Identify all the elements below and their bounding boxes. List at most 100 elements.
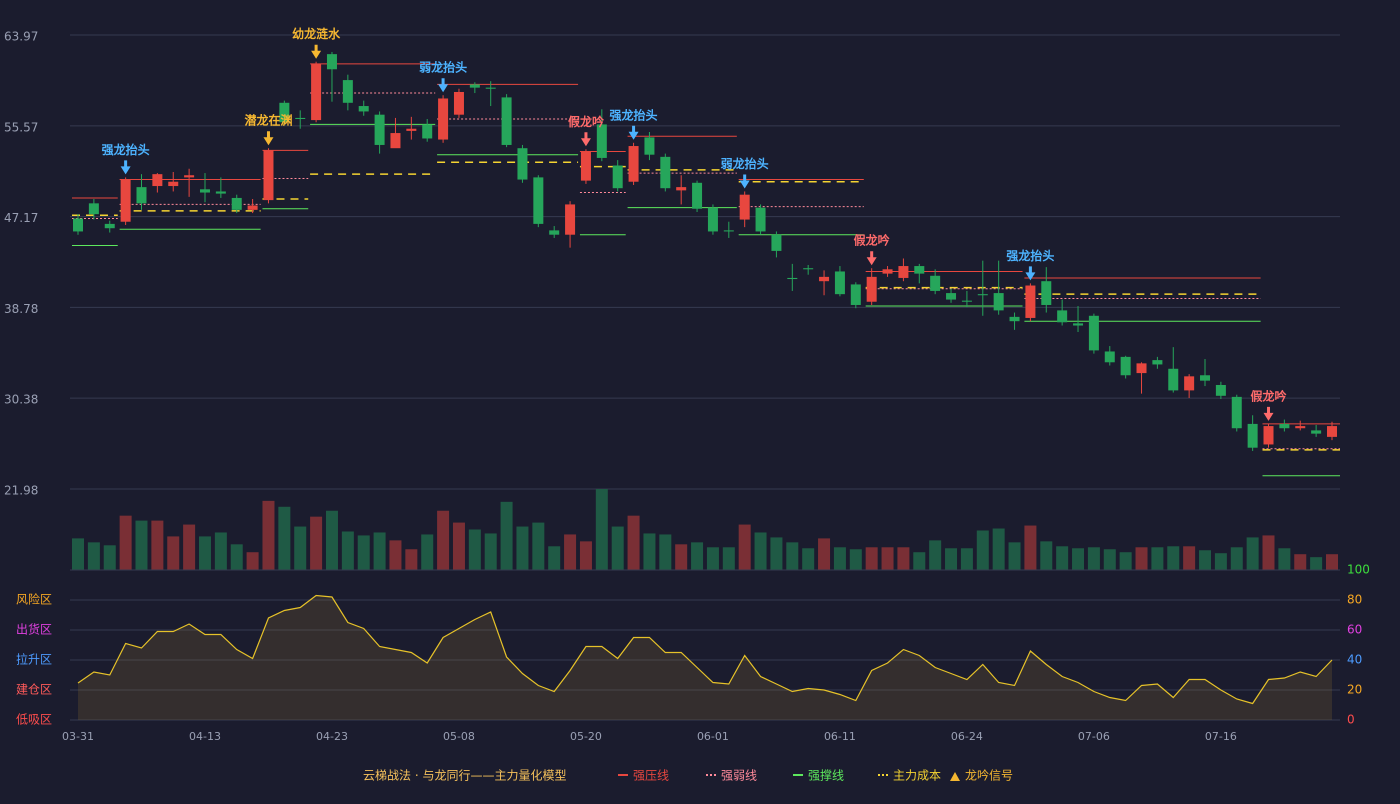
- candle-body: [501, 97, 512, 145]
- candle-body: [1041, 281, 1052, 305]
- volume-bar: [325, 510, 338, 570]
- candle-body: [1215, 384, 1226, 396]
- candle-body: [469, 84, 480, 88]
- volume-bar: [119, 515, 132, 570]
- candle-body: [1184, 376, 1195, 391]
- candle-body: [1263, 426, 1274, 445]
- legend-label: 主力成本: [893, 769, 941, 783]
- volume-bar: [72, 538, 84, 570]
- candle-body: [342, 80, 353, 103]
- candle-body: [580, 151, 591, 181]
- volume-bar: [294, 526, 307, 570]
- volume-bar: [929, 540, 942, 570]
- candle-body: [263, 150, 274, 201]
- candle-body: [993, 293, 1004, 311]
- candle-body: [755, 207, 766, 232]
- volume-bar: [151, 520, 164, 570]
- candle-body: [660, 156, 671, 189]
- x-tick-label: 06-11: [824, 730, 856, 743]
- x-tick-label: 05-08: [443, 730, 475, 743]
- zone-label: 出货区: [16, 622, 52, 637]
- volume-bar: [722, 547, 735, 570]
- x-tick-label: 06-24: [951, 730, 983, 743]
- volume-bar: [373, 532, 386, 570]
- volume-bar: [802, 548, 815, 570]
- volume-bar: [865, 547, 878, 570]
- candle-body: [390, 133, 401, 149]
- candle-body: [1295, 426, 1306, 429]
- volume-bar: [960, 548, 973, 570]
- volume-bar: [230, 544, 243, 570]
- candle-body: [771, 234, 782, 251]
- volume-bar: [611, 526, 624, 570]
- signal-arrow: [263, 131, 274, 146]
- candle-body: [787, 277, 798, 280]
- signal-label: 幼龙涟水: [292, 26, 341, 41]
- candle-body: [819, 276, 830, 282]
- x-tick-label: 07-06: [1078, 730, 1110, 743]
- y-tick-label: 55.57: [4, 120, 38, 134]
- volume-bar: [87, 542, 100, 570]
- candle-body: [1327, 426, 1337, 437]
- volume-bar: [786, 542, 799, 570]
- candle-body: [914, 266, 925, 274]
- legend-label: 强撑线: [808, 768, 844, 783]
- volume-bar: [183, 524, 196, 570]
- candle-body: [739, 194, 750, 220]
- volume-bar: [500, 501, 513, 570]
- candle-body: [1120, 356, 1131, 376]
- legend-title: 云梯战法 · 与龙同行——主力量化模型: [363, 769, 566, 783]
- candle-body: [184, 175, 195, 178]
- candle-body: [73, 218, 83, 232]
- volume-bar: [1326, 554, 1338, 570]
- y2-tick-label: 40: [1347, 653, 1362, 667]
- volume-bar: [246, 552, 259, 570]
- candle-body: [898, 266, 909, 278]
- volume-bar: [310, 516, 323, 570]
- signal-label: 强龙抬头: [610, 107, 658, 122]
- volume-bar: [1246, 537, 1259, 570]
- candle-body: [406, 128, 417, 131]
- y2-tick-label: 20: [1347, 683, 1362, 697]
- volume-bar: [992, 528, 1005, 570]
- volume-bar: [754, 532, 767, 570]
- candle-body: [438, 98, 449, 140]
- volume-bar: [484, 533, 497, 570]
- candle-body: [565, 204, 576, 235]
- candle-body: [199, 189, 210, 193]
- volume-bar: [278, 506, 291, 570]
- zone-label: 建仓区: [16, 683, 52, 697]
- volume-bar: [1008, 542, 1021, 570]
- candle-body: [1279, 423, 1290, 429]
- volume-bar: [1294, 554, 1307, 570]
- candle-body: [882, 269, 893, 274]
- signal-label: 强龙抬头: [1006, 248, 1054, 263]
- candle-body: [850, 284, 861, 305]
- volume-bar: [849, 549, 862, 570]
- candle-body: [723, 230, 734, 232]
- volume-bar: [881, 547, 894, 570]
- legend-label: 强弱线: [721, 769, 757, 783]
- volume-bar: [1151, 547, 1164, 570]
- candle-body: [88, 203, 99, 215]
- candle-body: [1073, 323, 1084, 326]
- zone-label: 风险区: [16, 592, 52, 607]
- volume-bar: [548, 546, 561, 570]
- volume-bar: [1056, 546, 1069, 570]
- volume-bar: [833, 547, 846, 570]
- x-tick-label: 03-31: [62, 730, 94, 743]
- y2-tick-label: 60: [1347, 623, 1362, 637]
- signal-arrow: [739, 174, 750, 189]
- candle-body: [231, 197, 242, 210]
- volume-bar: [468, 529, 481, 570]
- signal-label: 弱龙抬头: [721, 156, 769, 171]
- volume-bar: [1262, 535, 1275, 570]
- volume-bar: [1040, 541, 1053, 570]
- volume-bar: [738, 524, 751, 570]
- signal-label: 假龙吟: [1250, 388, 1286, 403]
- volume-bar: [976, 530, 989, 570]
- candle-body: [279, 102, 290, 123]
- candle-body: [549, 230, 560, 235]
- volume-bar: [1230, 547, 1243, 570]
